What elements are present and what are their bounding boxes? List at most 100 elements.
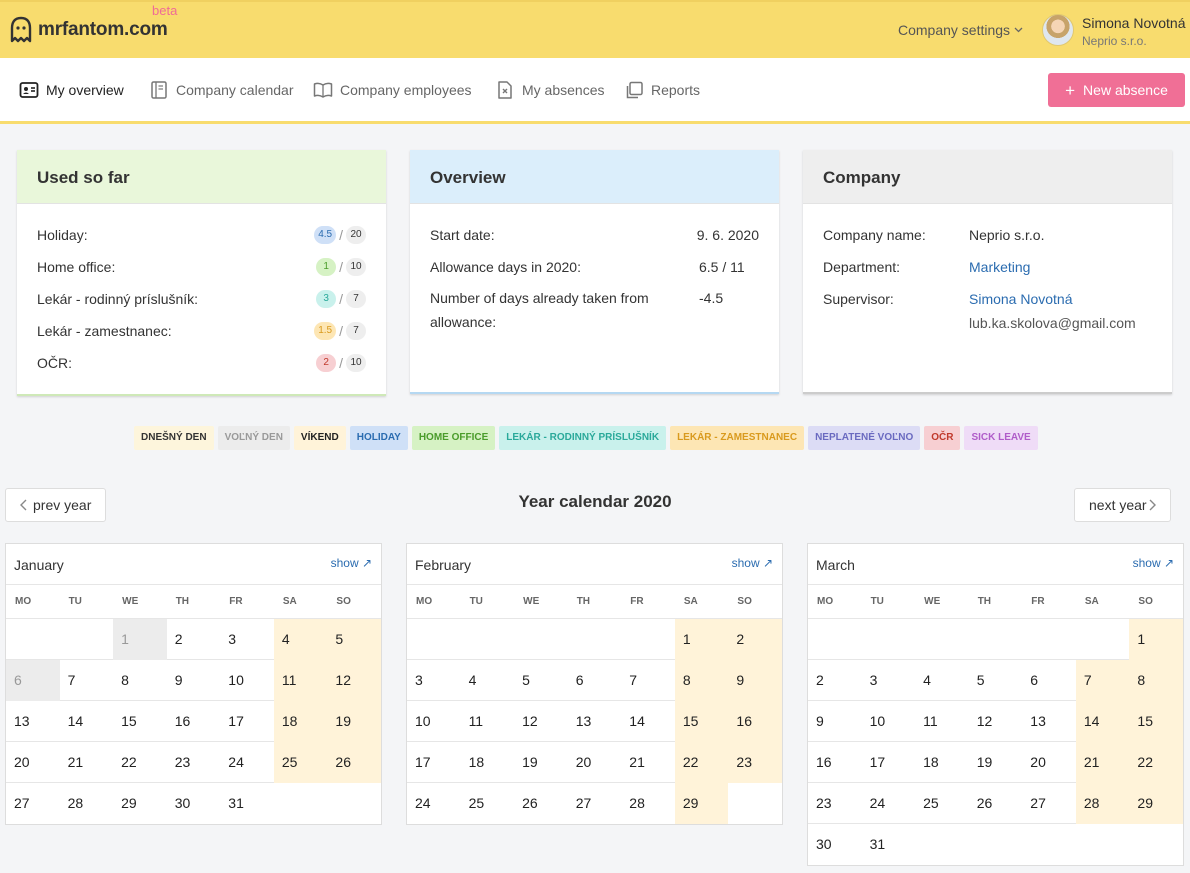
day-cell[interactable]: 21 — [67, 754, 84, 770]
day-cell[interactable]: 16 — [816, 754, 832, 770]
nav-reports[interactable]: Reports — [624, 80, 700, 100]
day-cell[interactable]: 24 — [869, 795, 886, 811]
day-cell[interactable]: 30 — [816, 836, 832, 852]
day-cell[interactable]: 15 — [1129, 701, 1183, 742]
day-cell[interactable]: 18 — [273, 701, 328, 742]
day-cell[interactable]: 7 — [67, 672, 76, 688]
day-cell[interactable]: 17 — [415, 754, 431, 770]
day-cell[interactable]: 14 — [67, 713, 84, 729]
day-cell[interactable]: 31 — [228, 795, 244, 811]
day-cell[interactable]: 15 — [121, 713, 137, 729]
day-cell[interactable]: 10 — [415, 713, 431, 729]
day-cell[interactable]: 11 — [923, 713, 938, 729]
day-cell[interactable]: 15 — [674, 701, 729, 742]
day-cell[interactable]: 28 — [67, 795, 84, 811]
day-cell[interactable]: 27 — [1030, 795, 1046, 811]
avatar[interactable] — [1042, 14, 1074, 46]
day-cell[interactable]: 14 — [629, 713, 645, 729]
nav-company-calendar[interactable]: Company calendar — [149, 80, 294, 100]
nav-company-employees[interactable]: Company employees — [313, 80, 472, 100]
day-cell[interactable]: 19 — [327, 701, 381, 742]
day-cell[interactable]: 9 — [816, 713, 824, 729]
day-cell[interactable]: 25 — [923, 795, 939, 811]
day-cell[interactable]: 16 — [728, 701, 782, 742]
day-cell[interactable]: 4 — [273, 619, 328, 660]
day-cell[interactable]: 18 — [923, 754, 939, 770]
nav-my-absences[interactable]: My absences — [495, 80, 604, 100]
day-cell[interactable]: 6 — [6, 660, 60, 701]
nav-my-overview[interactable]: My overview — [19, 80, 124, 100]
day-cell[interactable]: 29 — [674, 783, 729, 824]
day-cell[interactable]: 6 — [1030, 672, 1039, 688]
day-cell[interactable]: 8 — [121, 672, 129, 688]
day-cell[interactable]: 12 — [327, 660, 381, 701]
day-cell[interactable]: 25 — [273, 742, 328, 783]
day-cell[interactable]: 11 — [468, 713, 484, 729]
day-cell[interactable]: 1 — [674, 619, 729, 660]
day-cell[interactable]: 7 — [1075, 660, 1130, 701]
day-cell[interactable]: 1 — [1129, 619, 1183, 660]
next-year-button[interactable]: next year — [1074, 488, 1171, 522]
company-settings-menu[interactable]: Company settings — [898, 22, 1023, 38]
day-cell[interactable]: 29 — [1129, 783, 1183, 824]
day-cell[interactable]: 12 — [522, 713, 538, 729]
user-name[interactable]: Simona Novotná — [1082, 15, 1186, 31]
day-cell[interactable]: 8 — [674, 660, 729, 701]
day-cell[interactable]: 3 — [869, 672, 878, 688]
department-link[interactable]: Marketing — [969, 259, 1031, 275]
day-cell[interactable]: 3 — [415, 672, 423, 688]
day-cell[interactable]: 26 — [522, 795, 538, 811]
day-cell[interactable]: 22 — [1129, 742, 1183, 783]
day-cell[interactable]: 22 — [121, 754, 137, 770]
day-cell[interactable]: 21 — [629, 754, 645, 770]
day-cell[interactable]: 10 — [228, 672, 244, 688]
logo[interactable]: mrfantom.com — [9, 16, 168, 44]
day-cell[interactable]: 1 — [113, 619, 167, 660]
day-cell[interactable]: 13 — [14, 713, 30, 729]
day-cell[interactable]: 2 — [728, 619, 782, 660]
day-cell[interactable]: 20 — [575, 754, 592, 770]
day-cell[interactable]: 25 — [468, 795, 485, 811]
day-cell[interactable]: 12 — [976, 713, 993, 729]
day-cell[interactable]: 26 — [976, 795, 993, 811]
day-cell[interactable]: 3 — [228, 631, 237, 647]
day-cell[interactable]: 14 — [1075, 701, 1130, 742]
supervisor-link[interactable]: Simona Novotná — [969, 291, 1073, 307]
day-cell[interactable]: 11 — [273, 660, 328, 701]
new-absence-button[interactable]: + New absence — [1048, 73, 1185, 107]
day-cell[interactable]: 27 — [575, 795, 592, 811]
day-cell[interactable]: 8 — [1129, 660, 1183, 701]
day-cell[interactable]: 2 — [174, 631, 183, 647]
day-cell[interactable]: 31 — [869, 836, 886, 852]
day-cell[interactable]: 5 — [976, 672, 985, 688]
month-show-link[interactable]: show ↗ — [731, 556, 773, 570]
day-cell[interactable]: 16 — [174, 713, 191, 729]
day-cell[interactable]: 29 — [121, 795, 137, 811]
day-cell[interactable]: 4 — [468, 672, 477, 688]
day-cell[interactable]: 24 — [415, 795, 431, 811]
day-cell[interactable]: 23 — [816, 795, 832, 811]
day-cell[interactable]: 26 — [327, 742, 381, 783]
day-cell[interactable]: 5 — [327, 619, 381, 660]
day-cell[interactable]: 28 — [629, 795, 645, 811]
day-cell[interactable]: 23 — [174, 754, 191, 770]
day-cell[interactable]: 17 — [228, 713, 244, 729]
day-cell[interactable]: 19 — [976, 754, 993, 770]
day-cell[interactable]: 22 — [674, 742, 729, 783]
day-cell[interactable]: 9 — [174, 672, 183, 688]
day-cell[interactable]: 5 — [522, 672, 530, 688]
day-cell[interactable]: 20 — [14, 754, 30, 770]
day-cell[interactable]: 23 — [728, 742, 782, 783]
prev-year-button[interactable]: prev year — [5, 488, 107, 522]
day-cell[interactable]: 13 — [1030, 713, 1046, 729]
day-cell[interactable]: 13 — [575, 713, 592, 729]
day-cell[interactable]: 27 — [14, 795, 30, 811]
day-cell[interactable]: 21 — [1075, 742, 1130, 783]
day-cell[interactable]: 24 — [228, 754, 244, 770]
month-show-link[interactable]: show ↗ — [1132, 556, 1174, 570]
day-cell[interactable]: 7 — [629, 672, 638, 688]
day-cell[interactable]: 28 — [1075, 783, 1130, 824]
day-cell[interactable]: 30 — [174, 795, 191, 811]
day-cell[interactable]: 20 — [1030, 754, 1046, 770]
day-cell[interactable]: 10 — [869, 713, 886, 729]
